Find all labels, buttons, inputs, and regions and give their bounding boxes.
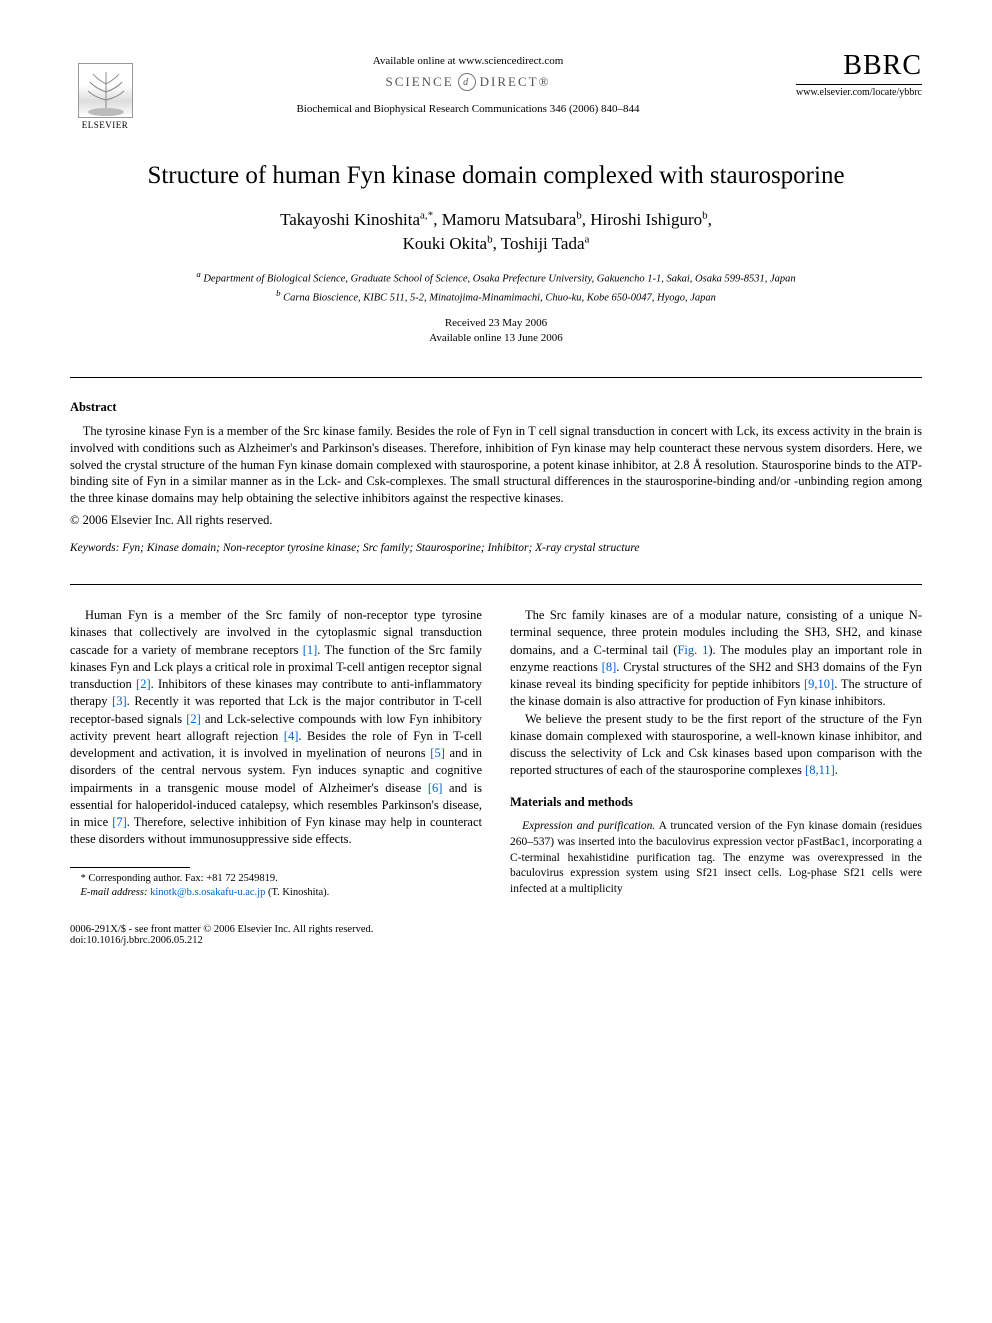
elsevier-label: ELSEVIER [82,120,129,130]
ref-link-5[interactable]: [5] [430,746,445,760]
article-title: Structure of human Fyn kinase domain com… [70,162,922,190]
footer-left: 0006-291X/$ - see front matter © 2006 El… [70,924,373,946]
ref-link-910[interactable]: [9,10] [804,677,834,691]
t: We believe the present study to be the f… [510,712,922,778]
ref-link-8[interactable]: [8] [602,660,617,674]
sciencedirect-logo: SCIENCE d DIRECT® [386,73,551,91]
keywords-list: Fyn; Kinase domain; Non-receptor tyrosin… [122,542,639,554]
abstract-heading: Abstract [70,400,922,415]
keywords-line: Keywords: Fyn; Kinase domain; Non-recept… [70,542,922,554]
author-1-sup: a,* [420,209,433,221]
article-dates: Received 23 May 2006 Available online 13… [70,316,922,347]
footer-copyright: 0006-291X/$ - see front matter © 2006 El… [70,924,373,935]
author-2: , Mamoru Matsubara [433,210,576,229]
available-online-text: Available online at www.sciencedirect.co… [140,55,796,67]
bbrc-title: BBRC [796,50,922,85]
page-footer: 0006-291X/$ - see front matter © 2006 El… [70,924,922,946]
t: . Therefore, selective inhibition of Fyn… [70,815,482,846]
footnotes: * Corresponding author. Fax: +81 72 2549… [70,872,482,900]
body-para-3: We believe the present study to be the f… [510,711,922,780]
divider [70,584,922,585]
body-para-1: Human Fyn is a member of the Src family … [70,607,482,849]
materials-methods-heading: Materials and methods [510,794,922,811]
email-who: (T. Kinoshita). [268,887,329,898]
left-column: Human Fyn is a member of the Src family … [70,607,482,900]
affiliation-b-text: Carna Bioscience, KIBC 511, 5-2, Minatoj… [283,292,716,303]
right-column: The Src family kinases are of a modular … [510,607,922,900]
ref-link-2b[interactable]: [2] [186,712,201,726]
t: . [835,763,838,777]
header-center: Available online at www.sciencedirect.co… [140,50,796,115]
authors-block: Takayoshi Kinoshitaa,*, Mamoru Matsubara… [70,208,922,256]
ref-link-811[interactable]: [8,11] [805,763,835,777]
ref-link-3[interactable]: [3] [112,694,127,708]
affiliation-a-text: Department of Biological Science, Gradua… [203,273,795,284]
sd-right: DIRECT® [480,74,551,90]
online-date: Available online 13 June 2006 [70,331,922,346]
divider [70,377,922,378]
ref-link-2[interactable]: [2] [136,677,151,691]
body-para-2: The Src family kinases are of a modular … [510,607,922,711]
ref-link-7[interactable]: [7] [112,815,127,829]
received-date: Received 23 May 2006 [70,316,922,331]
author-3: , Hiroshi Ishiguro [582,210,702,229]
email-line: E-mail address: kinotk@b.s.osakafu-u.ac.… [70,886,482,900]
keywords-label: Keywords: [70,542,119,554]
ref-link-6[interactable]: [6] [428,781,443,795]
abstract-copyright: © 2006 Elsevier Inc. All rights reserved… [70,513,922,528]
ref-link-4[interactable]: [4] [284,729,299,743]
page-header: ELSEVIER Available online at www.science… [70,50,922,130]
affiliation-b: b Carna Bioscience, KIBC 511, 5-2, Minat… [70,287,922,306]
ref-link-1[interactable]: [1] [303,643,318,657]
elsevier-logo: ELSEVIER [70,50,140,130]
abstract-text: The tyrosine kinase Fyn is a member of t… [70,423,922,507]
body-columns: Human Fyn is a member of the Src family … [70,607,922,900]
author-4: Kouki Okita [403,234,488,253]
author-5: , Toshiji Tada [493,234,585,253]
affiliation-a: a Department of Biological Science, Grad… [70,268,922,287]
email-link[interactable]: kinotk@b.s.osakafu-u.ac.jp [150,887,265,898]
author-comma: , [708,210,712,229]
author-1: Takayoshi Kinoshita [280,210,420,229]
footnote-separator [70,867,190,868]
author-5-sup: a [585,233,590,245]
fig-link-1[interactable]: Fig. 1 [677,643,708,657]
footer-doi: doi:10.1016/j.bbrc.2006.05.212 [70,935,373,946]
affiliations: a Department of Biological Science, Grad… [70,268,922,306]
sd-symbol-icon: d [458,73,476,91]
sd-left: SCIENCE [386,74,454,90]
bbrc-url: www.elsevier.com/locate/ybbrc [796,87,922,98]
mm-subheading: Expression and purification. [522,820,655,832]
journal-citation: Biochemical and Biophysical Research Com… [140,103,796,115]
elsevier-tree-icon [78,63,133,118]
abstract-body: The tyrosine kinase Fyn is a member of t… [70,424,922,506]
corresponding-author: * Corresponding author. Fax: +81 72 2549… [70,872,482,886]
email-label: E-mail address: [81,887,148,898]
mm-para: Expression and purification. A truncated… [510,819,922,898]
journal-brand: BBRC www.elsevier.com/locate/ybbrc [796,50,922,98]
